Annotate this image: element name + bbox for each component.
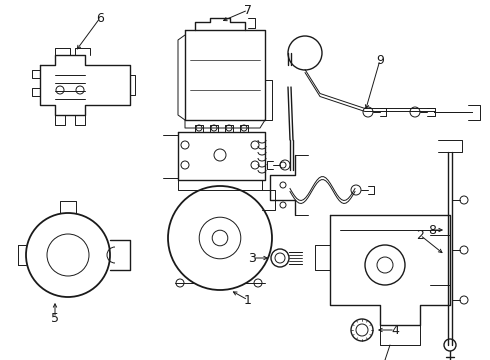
Text: 3: 3 [248,252,256,265]
Text: 1: 1 [244,293,252,306]
Text: 2: 2 [416,229,424,242]
Text: 9: 9 [376,54,384,67]
Text: 8: 8 [428,224,436,237]
Text: 7: 7 [244,4,252,17]
Text: 4: 4 [391,324,399,337]
Text: 5: 5 [51,311,59,324]
Text: 6: 6 [96,12,104,24]
